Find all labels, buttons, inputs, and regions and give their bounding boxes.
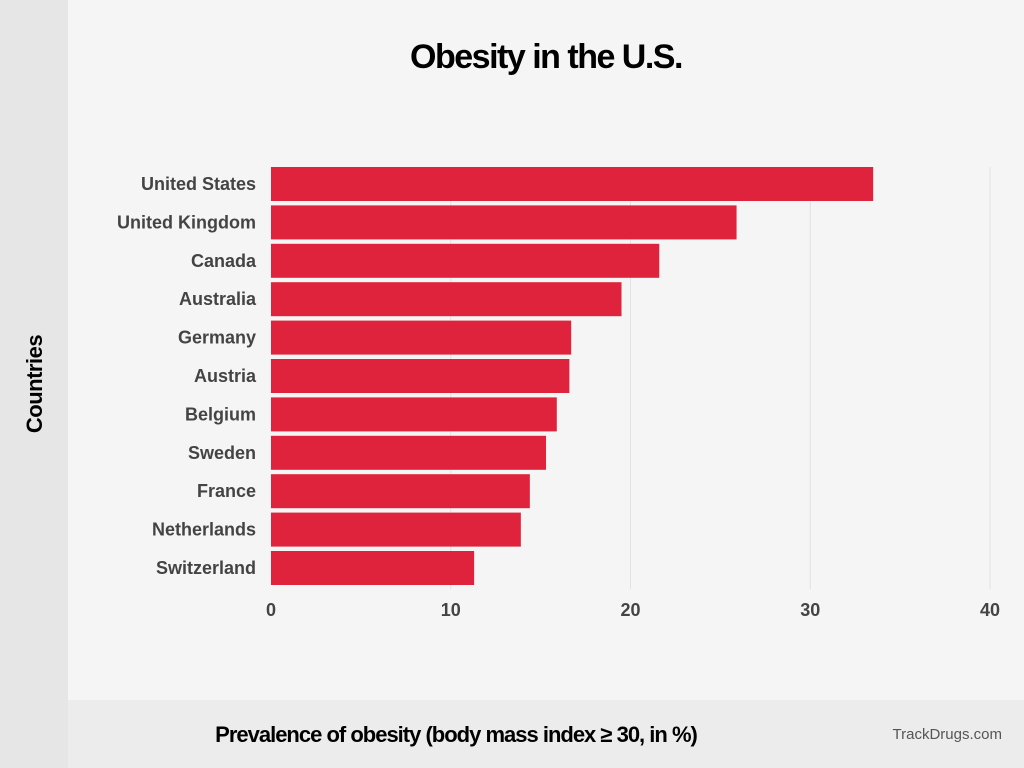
category-label: Netherlands bbox=[152, 520, 256, 540]
x-axis-label: Prevalence of obesity (body mass index ≥… bbox=[215, 722, 698, 747]
bar bbox=[271, 551, 475, 585]
footer-band bbox=[68, 700, 1024, 768]
bar bbox=[271, 243, 660, 278]
bar bbox=[271, 205, 737, 240]
bar bbox=[271, 435, 547, 470]
category-label: Australia bbox=[179, 289, 257, 309]
x-tick-label: 10 bbox=[441, 600, 461, 620]
x-tick-label: 30 bbox=[800, 600, 820, 620]
bar bbox=[271, 282, 622, 317]
bar bbox=[271, 320, 572, 355]
bar bbox=[271, 167, 874, 201]
category-label: Austria bbox=[194, 366, 257, 386]
bar bbox=[271, 512, 521, 547]
category-label: Canada bbox=[191, 251, 257, 271]
x-tick-label: 0 bbox=[266, 600, 276, 620]
bar bbox=[271, 474, 530, 509]
chart-title: Obesity in the U.S. bbox=[410, 38, 683, 76]
category-label: Germany bbox=[178, 328, 256, 348]
source-credit: TrackDrugs.com bbox=[892, 726, 1002, 743]
x-tick-label: 20 bbox=[620, 600, 640, 620]
category-label: United States bbox=[141, 174, 256, 194]
category-label: United Kingdom bbox=[117, 212, 256, 232]
category-label: Belgium bbox=[185, 404, 256, 424]
bar bbox=[271, 397, 557, 432]
category-label: France bbox=[197, 481, 256, 501]
category-label: Sweden bbox=[188, 443, 256, 463]
x-tick-label: 40 bbox=[980, 600, 1000, 620]
left-strip bbox=[0, 0, 68, 768]
category-label: Switzerland bbox=[156, 558, 256, 578]
bar bbox=[271, 359, 570, 393]
